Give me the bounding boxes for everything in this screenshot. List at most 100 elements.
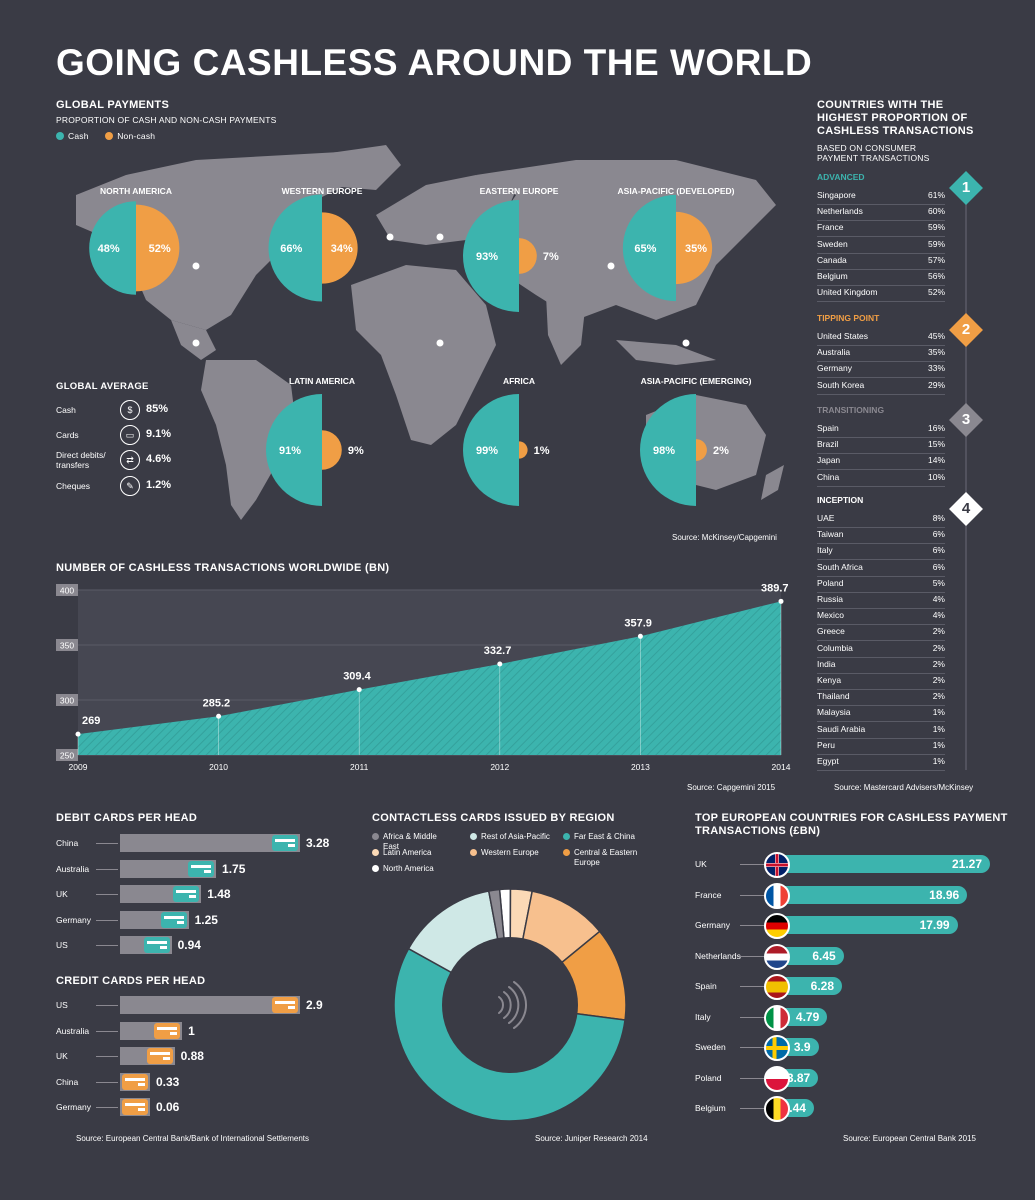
card-icon	[146, 1048, 173, 1064]
region-pies: 48% 52% 66% 34% 93% 7% 65% 35% 91% 9% 99% 1% 98% 2%	[89, 194, 729, 506]
pie-cash-label: 93%	[476, 251, 498, 263]
page-title: GOING CASHLESS AROUND THE WORLD	[56, 42, 813, 83]
country-row: Germany 33%	[817, 362, 945, 379]
country-value: 33%	[927, 363, 945, 374]
country-name: UAE	[817, 513, 835, 523]
country-row: United States 45%	[817, 330, 945, 346]
country-name: Belgium	[817, 271, 848, 281]
country-name: United Kingdom	[817, 287, 878, 298]
country-name: India	[817, 658, 836, 669]
country-row: Sweden 59%	[817, 238, 945, 254]
contactless-legend-item: Latin America	[372, 848, 431, 857]
country-row: Italy 6%	[817, 544, 945, 561]
europe-country-label: Sweden	[695, 1042, 726, 1052]
pie-cash-half	[268, 194, 322, 302]
pie-cash-label: 98%	[653, 445, 675, 457]
country-value: 2%	[932, 675, 945, 685]
country-value: 6%	[932, 529, 945, 540]
country-name: Kenya	[817, 675, 842, 685]
country-name: United States	[817, 331, 869, 341]
xtick-label: 2012	[490, 762, 509, 772]
global-average-value: 4.6%	[146, 453, 172, 465]
country-row: UAE 8%	[817, 512, 945, 528]
data-label: 357.9	[624, 617, 652, 629]
country-name: Saudi Arabia	[817, 723, 866, 734]
country-row: Australia 35%	[817, 346, 945, 363]
credit-value: 0.06	[156, 1100, 180, 1114]
debit-label: China	[56, 838, 79, 848]
europe-country-label: Italy	[695, 1011, 711, 1022]
europe-heading-line2: TRANSACTIONS (£BN)	[695, 825, 821, 837]
south-america-shape	[201, 360, 296, 520]
credit-label: US	[56, 1000, 68, 1010]
europe-value: 4.79	[795, 1009, 820, 1024]
country-value: 2%	[932, 691, 945, 702]
country-group-label: ADVANCED	[817, 172, 865, 182]
leader-line	[96, 1005, 118, 1006]
leader-line	[96, 843, 118, 844]
cards-source: Source: European Central Bank/Bank of In…	[76, 1134, 310, 1143]
region-name: ASIA-PACIFIC (DEVELOPED)	[617, 186, 735, 196]
data-point	[497, 661, 503, 667]
belgium-flag-icon	[764, 1096, 790, 1122]
card-icon	[154, 1022, 181, 1039]
country-value: 1%	[932, 739, 945, 750]
country-name: Mexico	[817, 610, 844, 621]
legend-label: Central & Eastern Europe	[574, 848, 638, 867]
country-row: South Korea 29%	[817, 379, 945, 395]
legend-label: Latin America	[383, 848, 432, 857]
debit-value: 1.25	[194, 912, 218, 927]
global-payments-legend: Cash Non-cash	[56, 131, 155, 141]
pie-cash-half	[640, 394, 696, 506]
credit-bar	[120, 996, 300, 1014]
group-rank-number: 4	[961, 500, 971, 517]
pie-noncash-label: 52%	[149, 243, 171, 255]
country-name: Columbia	[817, 642, 853, 653]
leader-line	[740, 925, 764, 926]
global-average-label: Cards	[56, 430, 79, 440]
country-name: Japan	[817, 455, 841, 466]
greenland-shape	[316, 145, 401, 190]
country-name: Netherlands	[817, 206, 863, 217]
region-name: EASTERN EUROPE	[479, 186, 559, 196]
pie-cash-half	[266, 394, 322, 506]
region-name: LATIN AMERICA	[288, 376, 356, 386]
country-value: 6%	[932, 545, 945, 556]
country-value: 57%	[927, 254, 945, 265]
leader-line	[96, 1081, 118, 1083]
pie-noncash-half	[322, 212, 358, 284]
pie-noncash-label: 1%	[534, 445, 550, 457]
country-name: Australia	[817, 347, 851, 358]
country-row: United Kingdom 52%	[817, 286, 945, 303]
noncash-legend-swatch	[105, 132, 114, 140]
country-value: 2%	[932, 658, 945, 669]
global-average-label: Direct debits/ transfers	[56, 450, 106, 470]
xtick-label: 2009	[69, 762, 88, 772]
country-name: Russia	[817, 594, 843, 604]
country-value: 1%	[932, 756, 945, 766]
credit-value: 2.9	[306, 998, 323, 1012]
countries-heading: COUNTRIES WITH THE HIGHEST PROPORTION OF…	[817, 99, 974, 137]
credit-label: UK	[56, 1051, 68, 1061]
italy-flag-icon	[764, 1004, 790, 1031]
europe-value: 21.27	[951, 857, 982, 871]
leader-line	[740, 986, 764, 987]
country-row: Malaysia 1%	[817, 706, 945, 723]
debit-value: 1.48	[207, 887, 231, 901]
poland-flag-icon	[764, 1065, 790, 1092]
europe-heading-line1: TOP EUROPEAN COUNTRIES FOR CASHLESS PAYM…	[695, 812, 1008, 824]
sweden-flag-icon	[764, 1035, 790, 1061]
pie-cash-label: 65%	[634, 243, 656, 255]
data-label: 269	[82, 715, 100, 727]
xtick-label: 2010	[209, 762, 228, 772]
country-value: 2%	[932, 642, 945, 653]
ytick-box	[56, 584, 78, 596]
global-payments-source: Source: McKinsey/Capgemini	[672, 533, 777, 542]
country-name: Italy	[817, 545, 833, 556]
europe-country-label: Belgium	[695, 1103, 726, 1113]
country-name: Sweden	[817, 238, 848, 249]
africa-shape	[351, 265, 496, 445]
europe-country-label: Germany	[695, 920, 730, 930]
ytick-label: 300	[60, 696, 74, 706]
leader-line	[96, 1107, 118, 1108]
